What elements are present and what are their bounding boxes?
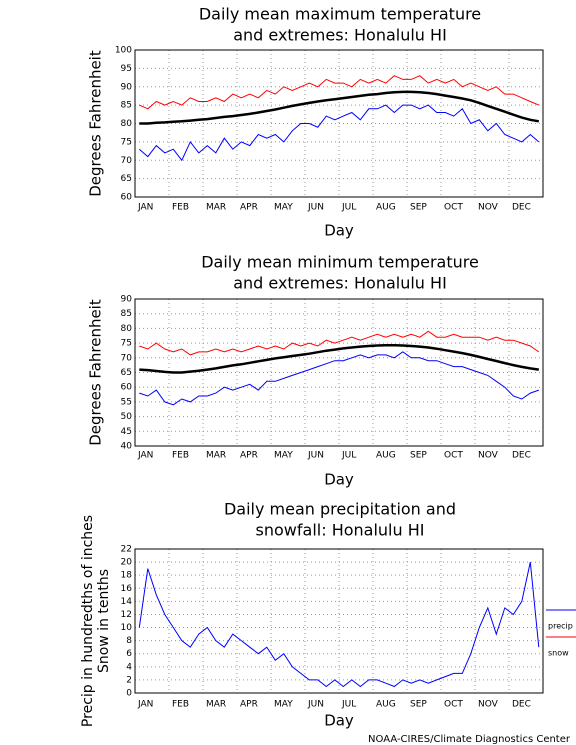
y-tick-label: 0 — [126, 689, 132, 699]
y-tick-label: 55 — [121, 397, 132, 407]
x-tick-label: DEC — [512, 700, 531, 710]
y-tick-label: 16 — [121, 584, 133, 594]
series-line — [139, 75, 539, 110]
y-tick-label: 50 — [121, 412, 133, 422]
x-tick-label: APR — [240, 203, 258, 213]
y-axis-label: Precip in hundredths of inches — [80, 515, 96, 727]
y-tick-label: 90 — [121, 82, 133, 92]
plot-frame — [134, 298, 544, 447]
y-tick-label: 14 — [121, 597, 133, 607]
series-line — [138, 104, 540, 162]
y-axis-label: Degrees Fahrenheit — [87, 299, 105, 446]
series-line — [139, 330, 540, 356]
x-tick-label: MAR — [206, 700, 226, 710]
y-tick-label: 10 — [121, 623, 133, 633]
y-tick-label: 80 — [121, 324, 133, 334]
y-tick-label: 65 — [121, 368, 132, 378]
y-tick-label: 2 — [126, 675, 132, 685]
plot-frame — [134, 548, 544, 694]
x-tick-label: JUL — [341, 203, 356, 213]
y-tick-label: 60 — [121, 193, 133, 203]
chart-title: Daily mean maximum temperature — [199, 5, 481, 24]
x-tick-label: SEP — [410, 700, 427, 710]
y-tick-label: 20 — [121, 558, 133, 568]
y-tick-label: 6 — [126, 649, 132, 659]
x-tick-label: NOV — [478, 203, 499, 213]
x-tick-label: DEC — [512, 451, 531, 461]
series-line — [139, 343, 539, 374]
series-line — [139, 90, 540, 125]
y-tick-label: 85 — [121, 309, 132, 319]
y-tick-label: 70 — [121, 353, 133, 363]
x-tick-label: JUL — [341, 700, 356, 710]
y-axis-label: Degrees Fahrenheit — [87, 50, 105, 197]
x-tick-label: JAN — [137, 451, 153, 461]
y-tick-label: 12 — [121, 610, 132, 620]
x-tick-label: JUN — [307, 700, 324, 710]
y-tick-label: 80 — [121, 119, 133, 129]
x-tick-label: JUN — [307, 451, 324, 461]
y-tick-label: 8 — [126, 636, 132, 646]
chart-title: snowfall: Honalulu HI — [256, 521, 425, 540]
x-tick-label: NOV — [478, 451, 499, 461]
credit: NOAA-CIRES/Climate Diagnostics Center — [368, 734, 571, 745]
y-tick-label: 75 — [121, 137, 132, 147]
x-tick-label: OCT — [444, 451, 463, 461]
x-tick-label: MAR — [206, 203, 226, 213]
x-tick-label: JAN — [137, 203, 153, 213]
y-tick-label: 45 — [121, 427, 132, 437]
x-tick-label: JAN — [137, 700, 153, 710]
y-tick-label: 100 — [115, 46, 132, 56]
chart-title: Daily mean minimum temperature — [201, 253, 479, 272]
x-tick-label: SEP — [410, 451, 427, 461]
x-tick-label: FEB — [172, 700, 189, 710]
x-axis-label: Day — [324, 222, 354, 240]
x-tick-label: AUG — [376, 700, 396, 710]
y-tick-label: 75 — [121, 339, 132, 349]
x-tick-label: APR — [240, 700, 258, 710]
x-tick-label: OCT — [444, 203, 463, 213]
chart-title: Daily mean precipitation and — [224, 500, 456, 519]
series-line — [138, 561, 540, 688]
y-tick-label: 40 — [121, 442, 133, 452]
legend-label: snow — [548, 649, 569, 658]
x-tick-label: DEC — [512, 203, 531, 213]
x-axis-label: Day — [324, 712, 354, 730]
y-tick-label: 70 — [121, 156, 133, 166]
x-tick-label: SEP — [410, 203, 427, 213]
y-tick-label: 4 — [126, 662, 132, 672]
x-tick-label: MAY — [274, 451, 293, 461]
x-tick-label: APR — [240, 451, 258, 461]
x-tick-label: AUG — [376, 203, 396, 213]
x-axis-label: Day — [324, 471, 354, 489]
y-tick-label: 95 — [121, 64, 132, 74]
x-tick-label: FEB — [172, 203, 189, 213]
x-tick-label: OCT — [444, 700, 463, 710]
chart-title: and extremes: Honalulu HI — [233, 274, 447, 293]
chart-title: and extremes: Honalulu HI — [233, 26, 447, 45]
legend-label: precip — [548, 622, 573, 631]
x-tick-label: JUL — [341, 451, 356, 461]
y-tick-label: 60 — [121, 383, 133, 393]
x-tick-label: NOV — [478, 700, 499, 710]
x-tick-label: MAY — [274, 203, 293, 213]
y-axis-label: Snow in tenths — [96, 569, 112, 673]
plot-frame — [134, 49, 544, 198]
x-tick-label: JUN — [307, 203, 324, 213]
series-line — [139, 351, 539, 406]
x-tick-label: MAR — [206, 451, 226, 461]
y-tick-label: 22 — [121, 545, 132, 555]
x-tick-label: MAY — [274, 700, 293, 710]
x-tick-label: FEB — [172, 451, 189, 461]
y-tick-label: 85 — [121, 101, 132, 111]
y-tick-label: 18 — [121, 571, 133, 581]
y-tick-label: 65 — [121, 174, 132, 184]
y-tick-label: 90 — [121, 295, 133, 305]
x-tick-label: AUG — [376, 451, 396, 461]
